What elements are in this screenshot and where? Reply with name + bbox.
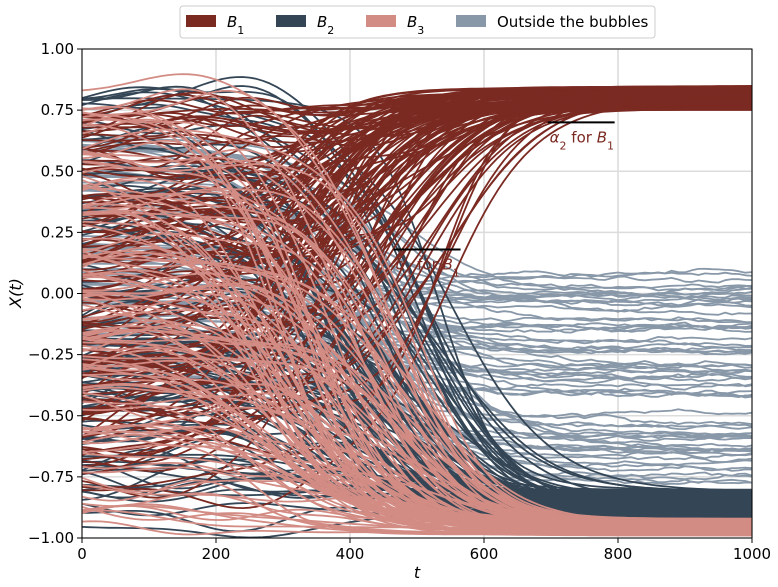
trajectory-line: [82, 95, 752, 468]
trajectory-line: [82, 90, 752, 415]
trajectory-line: [82, 195, 752, 530]
legend-swatch: [186, 15, 216, 27]
trajectory-line: [82, 293, 752, 522]
legend: B1 B2 B3 Outside the bubbles: [179, 5, 656, 39]
series-layer: [82, 73, 752, 538]
y-tick-label: −1.00: [28, 529, 74, 547]
trajectory-line: [82, 383, 752, 532]
x-tick-label: 0: [77, 545, 87, 563]
y-tick-label: −0.75: [28, 468, 74, 486]
trajectory-line: [82, 329, 752, 520]
legend-entry: B3: [366, 13, 424, 37]
y-tick-label: −0.25: [28, 346, 74, 364]
trajectory-line: [82, 291, 752, 523]
legend-label: B3: [407, 13, 424, 37]
trajectory-line: [82, 444, 752, 536]
y-tick-label: 1.00: [41, 40, 74, 58]
x-axis: 0 200 400 600 800 1000: [77, 538, 771, 563]
legend-frame: [179, 5, 656, 39]
y-tick-label: 0.00: [41, 285, 74, 303]
x-axis-label: t: [414, 563, 421, 582]
annotation-label: α1 for B1: [396, 255, 460, 279]
trajectory-line: [82, 488, 752, 503]
legend-entry: Outside the bubbles: [456, 13, 649, 31]
trajectory-line: [82, 138, 752, 438]
legend-swatch: [366, 15, 396, 27]
y-tick-label: −0.50: [28, 407, 74, 425]
legend-label: Outside the bubbles: [497, 13, 649, 31]
legend-label: B2: [317, 13, 334, 37]
trajectory-line: [82, 354, 752, 516]
legend-entry: B1: [186, 13, 244, 37]
trajectory-line: [82, 144, 752, 367]
y-axis-label: X(t): [6, 278, 25, 309]
series-b1: [82, 85, 752, 509]
x-tick-label: 400: [336, 545, 365, 563]
annotation-label: α2 for B1: [550, 128, 614, 152]
legend-swatch: [456, 15, 486, 27]
trajectory-line: [82, 168, 752, 457]
annotations: α1 for B1 α2 for B1: [393, 121, 615, 279]
trajectory-line: [82, 250, 752, 531]
y-tick-label: 0.75: [41, 101, 74, 119]
trajectory-line: [82, 118, 752, 492]
trajectory-line: [82, 374, 752, 418]
y-axis: 1.00 0.75 0.50 0.25 0.00 −0.25 −0.50 −0.75 −1.00: [28, 40, 82, 547]
trajectory-line: [82, 176, 752, 529]
x-tick-label: 600: [470, 545, 499, 563]
legend-label: B1: [227, 13, 244, 37]
y-tick-label: 0.25: [41, 223, 74, 241]
y-tick-label: 0.50: [41, 162, 74, 180]
x-tick-label: 200: [202, 545, 231, 563]
legend-swatch: [276, 15, 306, 27]
trajectory-line: [82, 373, 752, 524]
x-tick-label: 800: [604, 545, 633, 563]
series-b3: [82, 73, 752, 537]
legend-entry: B2: [276, 13, 334, 37]
x-tick-label: 1000: [733, 545, 771, 563]
trajectory-line: [82, 99, 752, 144]
